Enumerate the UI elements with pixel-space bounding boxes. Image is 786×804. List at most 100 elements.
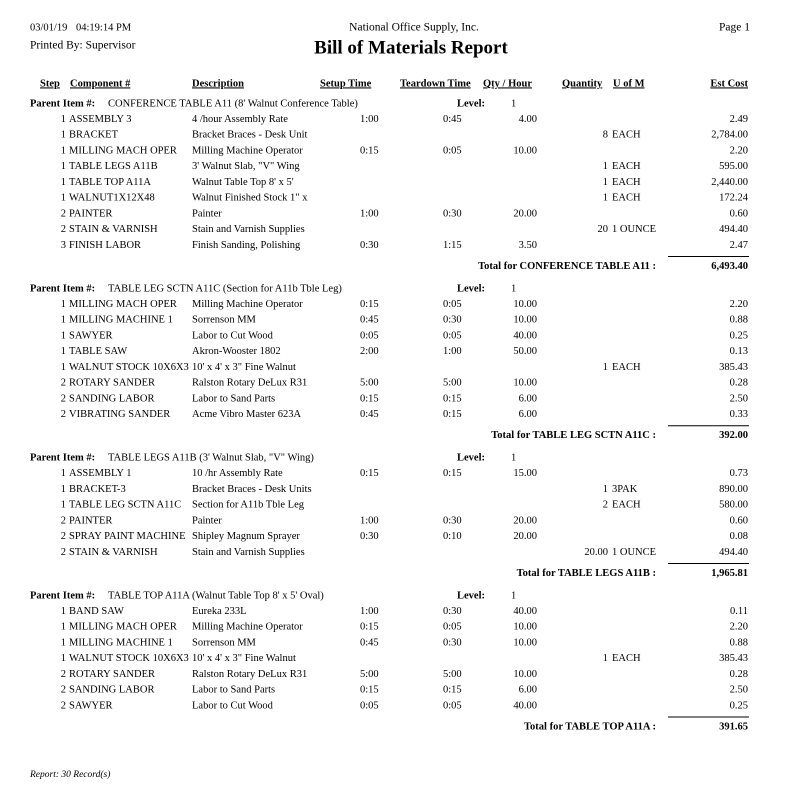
component-cell: TABLE LEG SCTN A11C [69,500,181,511]
teardown-time-cell: 0:15 [443,468,462,479]
description-cell: Acme Vibro Master 623A [192,409,302,420]
step-cell: 2 [61,669,66,680]
step-cell: 2 [61,224,66,235]
est-cost-cell: 2,784.00 [711,130,748,141]
component-cell: SAWYER [69,700,113,711]
component-cell: PAINTER [69,208,112,219]
description-cell: Eureka 233L [192,606,247,617]
step-cell: 2 [61,531,66,542]
setup-time-cell: 0:45 [360,637,379,648]
parent-item: CONFERENCE TABLE A11 (8' Walnut Conferen… [108,98,358,109]
setup-time-cell: 0:15 [360,299,379,310]
est-cost-cell: 385.43 [719,653,748,664]
column-header: Quantity [562,78,603,89]
parent-item: TABLE LEG SCTN A11C (Section for A11b Tb… [108,283,342,294]
setup-time-cell: 1:00 [360,606,379,617]
step-cell: 1 [61,315,66,326]
qty-per-hour-cell: 4.00 [519,114,537,125]
quantity-cell: 1 [603,161,608,172]
teardown-time-cell: 0:30 [443,208,462,219]
unit-of-measure-cell: 1 OUNCE [612,224,656,235]
setup-time-cell: 1:00 [360,114,379,125]
step-cell: 1 [61,299,66,310]
step-cell: 1 [61,468,66,479]
unit-of-measure-cell: EACH [612,653,641,664]
step-cell: 2 [61,393,66,404]
step-cell: 2 [61,547,66,558]
component-cell: BAND SAW [69,606,124,617]
step-cell: 1 [61,653,66,664]
setup-time-cell: 0:15 [360,468,379,479]
description-cell: Milling Machine Operator [192,145,303,156]
level-label: Level: [457,283,485,294]
est-cost-cell: 0.88 [730,315,748,326]
step-cell: 1 [61,145,66,156]
column-header: Description [192,78,244,89]
unit-of-measure-cell: 3PAK [612,484,638,495]
setup-time-cell: 5:00 [360,378,379,389]
qty-per-hour-cell: 10.00 [513,622,537,633]
qty-per-hour-cell: 10.00 [513,145,537,156]
est-cost-cell: 0.25 [730,700,748,711]
column-header: Step [40,78,60,89]
teardown-time-cell: 0:05 [443,622,462,633]
setup-time-cell: 0:45 [360,409,379,420]
qty-per-hour-cell: 40.00 [513,330,537,341]
qty-per-hour-cell: 10.00 [513,669,537,680]
column-header: Setup Time [320,78,372,89]
total-label: Total for CONFERENCE TABLE A11 : [478,261,656,272]
step-cell: 1 [61,637,66,648]
description-cell: Bracket Braces - Desk Units [192,484,312,495]
component-cell: TABLE LEGS A11B [69,161,158,172]
teardown-time-cell: 0:30 [443,515,462,526]
quantity-cell: 20 [598,224,609,235]
setup-time-cell: 0:15 [360,685,379,696]
column-header: Teardown Time [400,78,471,89]
qty-per-hour-cell: 10.00 [513,315,537,326]
teardown-time-cell: 5:00 [443,669,462,680]
quantity-cell: 2 [603,500,608,511]
description-cell: Section for A11b Tble Leg [192,500,305,511]
component-cell: TABLE SAW [69,346,127,357]
component-cell: BRACKET [69,130,119,141]
description-cell: Labor to Sand Parts [192,685,275,696]
qty-per-hour-cell: 20.00 [513,531,537,542]
step-cell: 1 [61,193,66,204]
component-cell: FINISH LABOR [69,240,141,251]
teardown-time-cell: 0:30 [443,606,462,617]
column-header: Qty / Hour [483,78,532,89]
total-label: Total for TABLE TOP A11A : [524,721,656,732]
qty-per-hour-cell: 15.00 [513,468,537,479]
est-cost-cell: 890.00 [719,484,748,495]
teardown-time-cell: 0:45 [443,114,462,125]
setup-time-cell: 0:15 [360,393,379,404]
description-cell: Walnut Table Top 8' x 5' [192,177,294,188]
total-label: Total for TABLE LEGS A11B : [517,568,656,579]
est-cost-cell: 0.88 [730,637,748,648]
est-cost-cell: 0.28 [730,378,748,389]
component-cell: TABLE TOP A11A [69,177,151,188]
step-cell: 1 [61,606,66,617]
description-cell: Labor to Sand Parts [192,393,275,404]
level-value: 1 [511,98,516,109]
step-cell: 2 [61,378,66,389]
unit-of-measure-cell: EACH [612,177,641,188]
unit-of-measure-cell: EACH [612,193,641,204]
description-cell: Bracket Braces - Desk Unit [192,130,308,141]
qty-per-hour-cell: 20.00 [513,515,537,526]
description-cell: Labor to Cut Wood [192,700,274,711]
description-cell: Painter [192,515,222,526]
qty-per-hour-cell: 3.50 [519,240,537,251]
est-cost-cell: 2.49 [730,114,748,125]
est-cost-cell: 2.20 [730,299,748,310]
component-cell: SAWYER [69,330,113,341]
qty-per-hour-cell: 6.00 [519,409,537,420]
component-cell: WALNUT1X12X48 [69,193,155,204]
step-cell: 2 [61,409,66,420]
qty-per-hour-cell: 10.00 [513,299,537,310]
unit-of-measure-cell: EACH [612,362,641,373]
unit-of-measure-cell: EACH [612,161,641,172]
parent-item: TABLE LEGS A11B (3' Walnut Slab, "V" Win… [108,453,314,464]
est-cost-cell: 2.20 [730,145,748,156]
step-cell: 1 [61,500,66,511]
